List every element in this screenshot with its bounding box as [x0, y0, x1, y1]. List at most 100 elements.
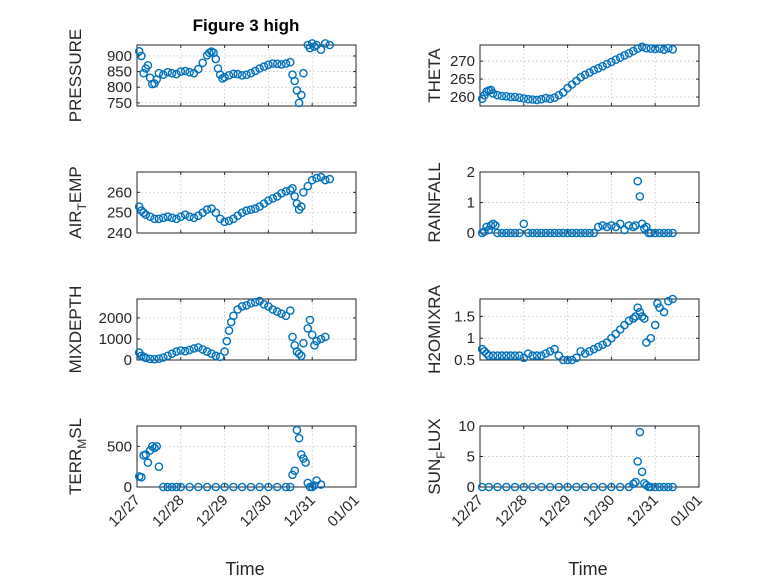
data-point [310, 42, 319, 51]
y-label-part: EMP [66, 166, 85, 203]
data-point [272, 482, 282, 492]
y-tick-label: 750 [107, 95, 132, 112]
data-point [176, 212, 186, 221]
data-point [281, 59, 291, 68]
data-point [246, 298, 256, 308]
data-point [532, 95, 542, 105]
y-axis-label: THETA [425, 48, 444, 103]
data-point [635, 307, 645, 317]
data-point [523, 349, 533, 358]
data-point [167, 482, 177, 492]
data-point [139, 208, 148, 217]
data-point [515, 228, 524, 238]
data-point [246, 68, 256, 78]
data-point [580, 228, 590, 238]
data-point [325, 174, 335, 184]
data-point [545, 482, 555, 492]
data-point [572, 228, 581, 238]
data-point [510, 228, 520, 238]
data-point [532, 351, 542, 360]
x-tick-label: 12/30 [237, 492, 276, 531]
data-point [650, 228, 660, 238]
data-point [172, 347, 181, 356]
plot-frame [136, 44, 357, 107]
data-point [629, 222, 638, 232]
data-point [488, 219, 498, 229]
data-point [264, 60, 273, 69]
data-point [624, 49, 634, 58]
y-tick-label: 500 [107, 438, 132, 455]
data-point [272, 307, 282, 316]
data-point [299, 454, 308, 463]
data-point [303, 324, 313, 333]
data-point [594, 222, 603, 232]
data-point [290, 76, 300, 86]
data-point [277, 309, 286, 319]
y-axis-label: H2OMIXRA [425, 284, 444, 373]
data-point [659, 482, 669, 492]
data-point [589, 482, 599, 492]
data-point [296, 202, 306, 211]
data-point [259, 299, 269, 309]
data-point [607, 333, 616, 343]
data-point [550, 228, 559, 238]
data-point [528, 351, 537, 360]
data-point [554, 482, 564, 492]
data-point [488, 89, 498, 98]
data-point [501, 92, 511, 101]
data-point [585, 68, 594, 77]
data-point [490, 221, 500, 230]
data-point [598, 482, 607, 492]
data-point [312, 40, 321, 50]
data-point [633, 176, 643, 186]
figure-title: Figure 3 high [193, 16, 300, 35]
data-point [541, 93, 551, 103]
y-tick-label: 0 [124, 479, 132, 496]
data-point [303, 181, 313, 191]
data-point [202, 482, 212, 492]
data-point [501, 351, 511, 360]
y-axis-label: SUNFLUX [425, 418, 448, 494]
data-point [220, 482, 229, 492]
data-point [615, 482, 625, 492]
data-point [615, 325, 625, 334]
data-point [537, 482, 546, 492]
data-point [305, 315, 315, 325]
data-point [281, 482, 291, 492]
data-point [255, 482, 264, 492]
data-point [550, 344, 559, 354]
data-point [615, 219, 625, 229]
data-point [664, 296, 673, 306]
data-point [285, 57, 295, 67]
data-point [668, 482, 678, 492]
data-point [554, 228, 564, 238]
data-point [493, 351, 502, 360]
data-point [193, 64, 203, 74]
data-point [635, 427, 645, 437]
data-point [646, 44, 656, 53]
data-point [480, 227, 489, 236]
data-point [563, 355, 572, 365]
data-point [145, 212, 155, 221]
data-point [202, 347, 212, 356]
y-label-part: LUX [425, 418, 444, 451]
data-point [277, 188, 286, 198]
data-point [567, 355, 577, 365]
data-point [259, 62, 269, 71]
plot-frame [136, 171, 357, 234]
data-point [220, 72, 229, 82]
data-point [637, 42, 647, 52]
data-point [134, 47, 144, 56]
data-point [150, 443, 159, 453]
data-point [615, 53, 625, 62]
x-tick-label: 01/01 [324, 492, 363, 531]
data-point [611, 55, 621, 65]
data-point [635, 192, 645, 201]
data-point [185, 212, 194, 221]
data-point [296, 351, 306, 361]
data-point [141, 210, 151, 219]
data-point [154, 354, 164, 364]
data-point [285, 306, 295, 315]
